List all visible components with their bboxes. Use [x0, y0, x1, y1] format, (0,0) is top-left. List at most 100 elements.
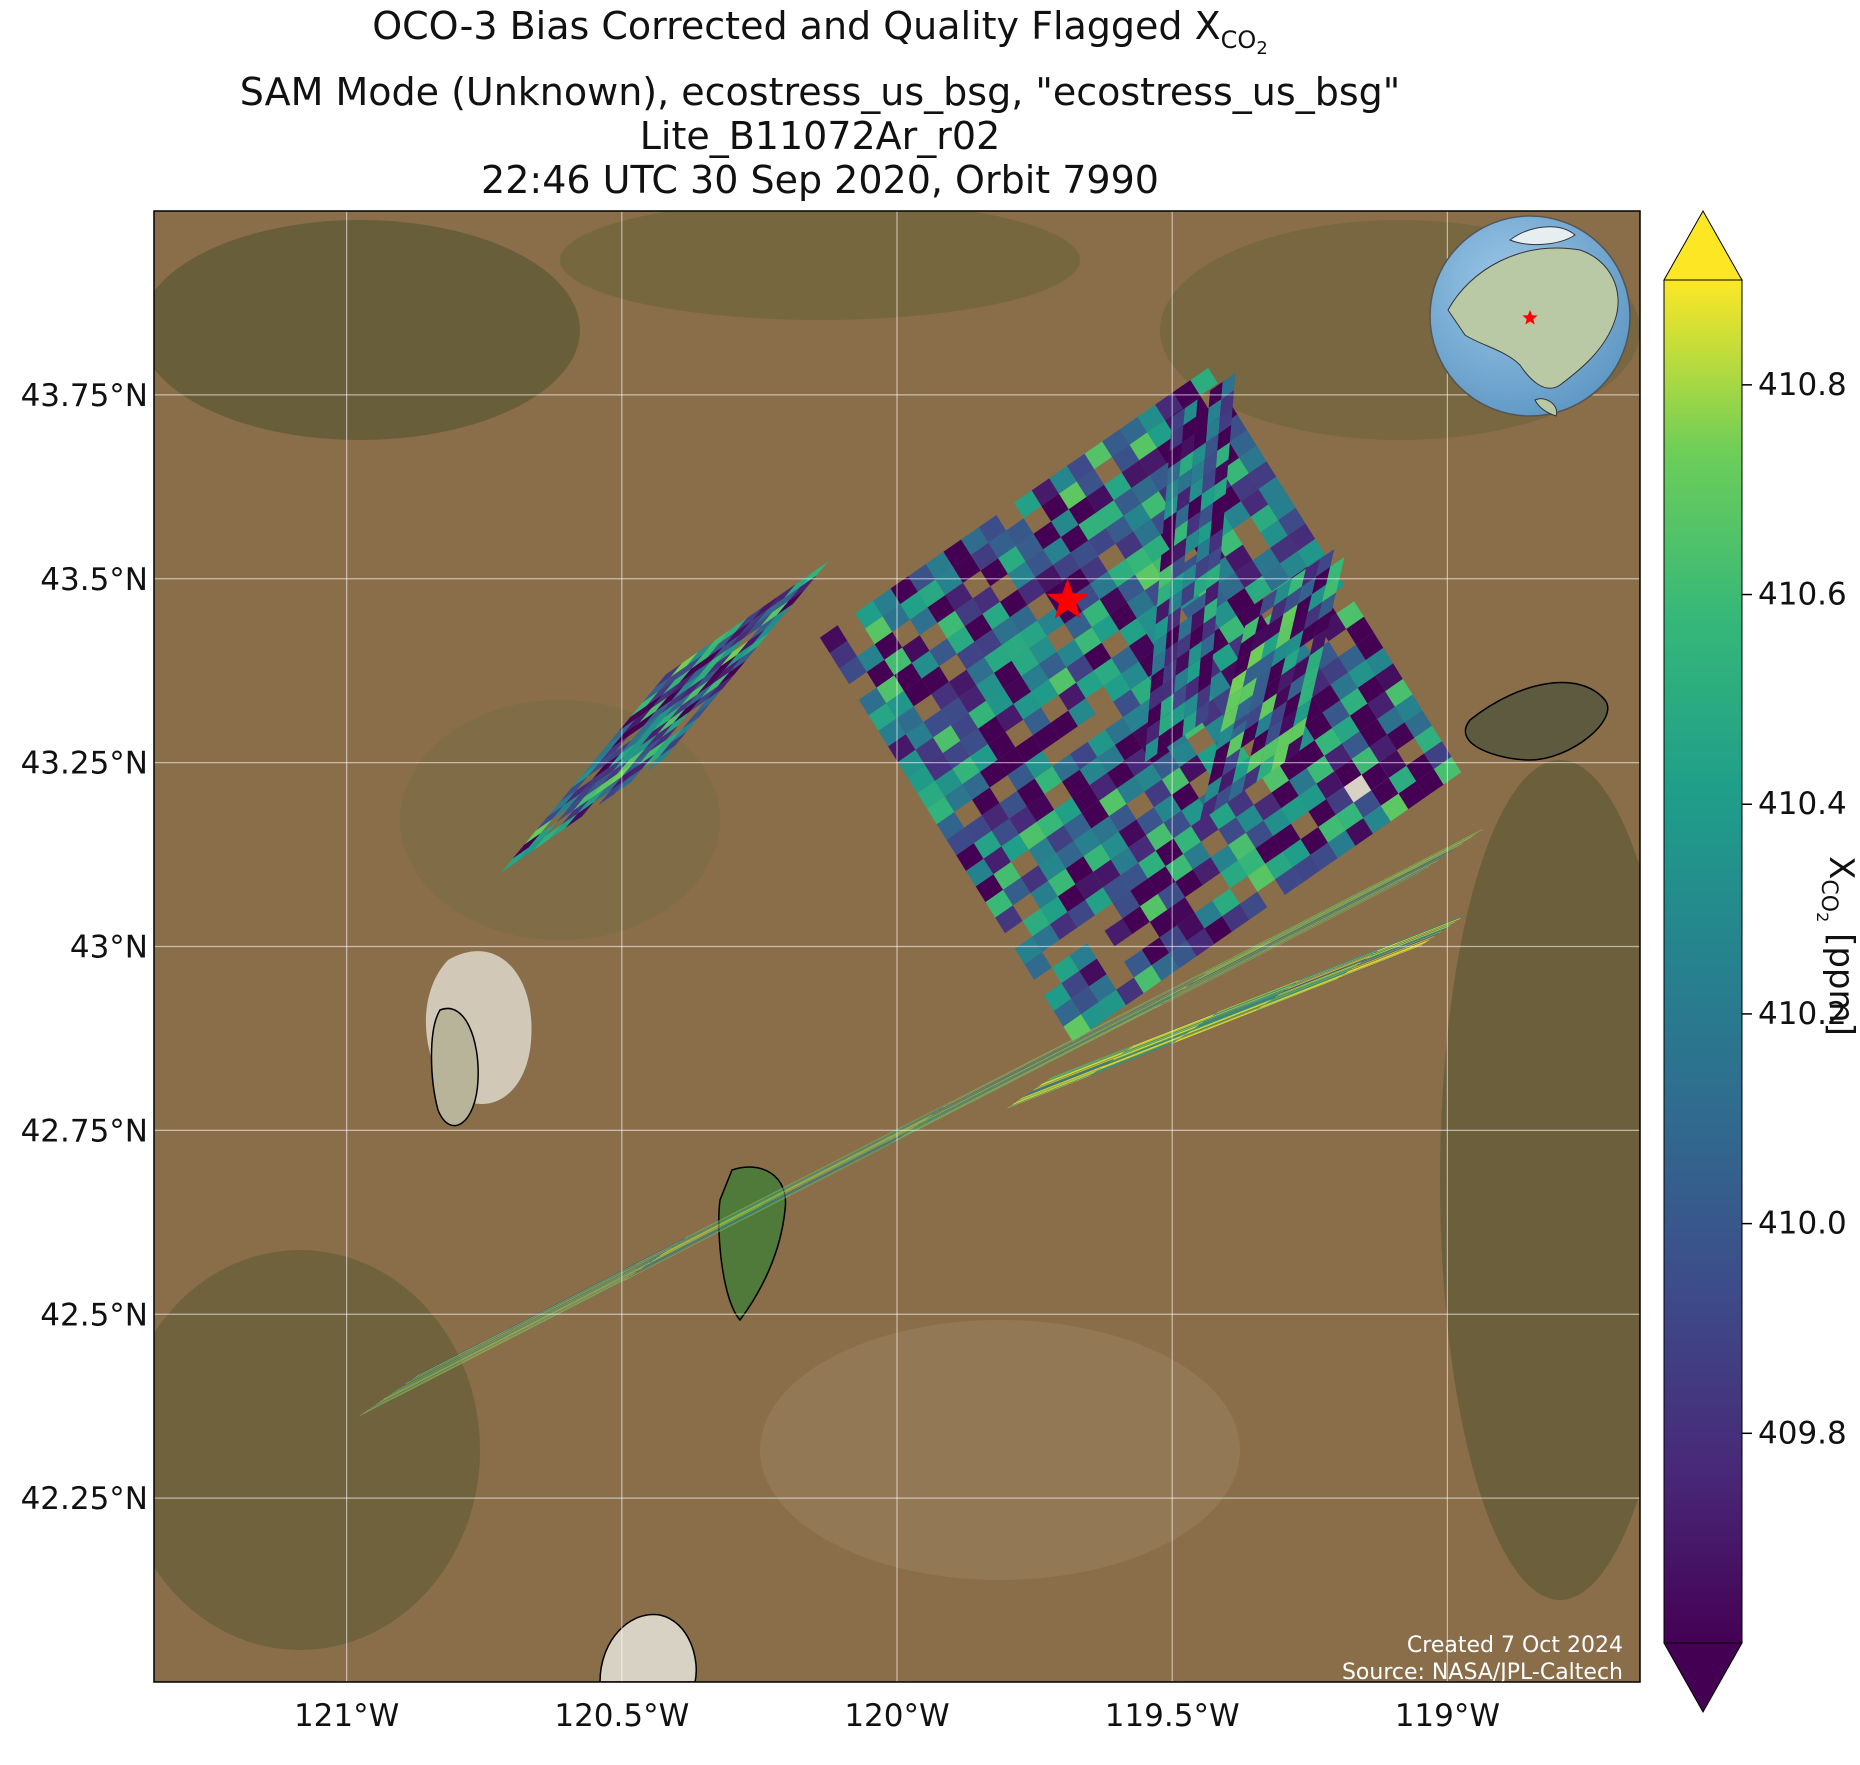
xco2-sounding	[917, 780, 945, 809]
xco2-sounding	[1277, 962, 1362, 996]
xco2-sounding	[389, 1258, 656, 1396]
xco2-sounding	[1016, 1068, 1101, 1102]
xco2-sounding	[1342, 731, 1370, 760]
xco2-sounding	[674, 1108, 942, 1246]
xco2-sounding	[739, 609, 768, 635]
xco2-sounding	[623, 708, 652, 734]
xco2-sounding	[1348, 660, 1376, 688]
xco2-sounding	[1318, 814, 1346, 843]
xco2-sounding	[1283, 957, 1368, 992]
xco2-sounding	[1127, 1016, 1212, 1050]
xco2-sounding	[1241, 616, 1260, 644]
xco2-sounding	[1123, 503, 1151, 532]
xco2-sounding	[1113, 689, 1141, 718]
xco2-sounding	[1174, 667, 1189, 694]
xco2-sounding	[1147, 866, 1176, 894]
xco2-sounding	[970, 744, 998, 772]
xco2-sounding	[404, 1247, 671, 1385]
xco2-sounding	[1371, 778, 1399, 806]
xco2-sounding	[1295, 949, 1380, 983]
xco2-sounding	[1149, 909, 1178, 938]
xco2-sounding	[1003, 877, 1031, 906]
xco2-sounding	[1264, 718, 1283, 747]
xco2-sounding	[1206, 416, 1220, 443]
xco2-sounding	[1328, 830, 1356, 859]
xco2-sounding	[1168, 862, 1436, 999]
xco2-sounding	[1268, 492, 1296, 521]
xco2-sounding	[635, 1135, 903, 1273]
title-line-1: OCO-3 Bias Corrected and Quality Flagged…	[372, 4, 1268, 59]
xco2-sounding	[1057, 884, 1086, 912]
xco2-sounding	[1008, 1073, 1093, 1108]
xco2-sounding	[382, 1263, 650, 1400]
xco2-sounding	[1181, 853, 1448, 991]
xco2-sounding	[913, 991, 1180, 1129]
colorbar: 409.8 410.0 410.2 410.4 410.6 410.8 XCO2 [ppm…	[1663, 209, 1860, 1714]
xco2-sounding	[1127, 590, 1155, 619]
xco2-sounding	[1177, 468, 1192, 495]
xco2-sounding	[914, 990, 1182, 1127]
xco2-sounding	[1290, 952, 1375, 987]
xco2-sounding	[1195, 554, 1209, 581]
xco2-sounding	[1104, 472, 1132, 501]
xco2-sounding	[636, 717, 665, 743]
xco2-sounding	[1155, 598, 1170, 625]
xco2-sounding	[1136, 807, 1164, 836]
xco2-sounding	[682, 1103, 950, 1240]
xco2-sounding	[919, 987, 1186, 1124]
xco2-sounding	[767, 584, 796, 610]
xco2-sounding	[1159, 868, 1427, 1006]
xco2-sounding	[559, 776, 588, 802]
xco2-sounding	[1353, 790, 1381, 819]
xco2-sounding	[681, 1103, 949, 1241]
xco2-sounding	[386, 1260, 653, 1398]
xco2-sounding	[947, 626, 975, 655]
xco2-sounding	[1007, 1074, 1092, 1109]
xco2-sounding	[1123, 705, 1151, 733]
xco2-sounding	[652, 705, 681, 732]
xco2-sounding	[1129, 432, 1157, 461]
xco2-sounding	[1281, 647, 1300, 676]
xco2-sounding	[1292, 854, 1321, 883]
xco2-sounding	[1271, 966, 1356, 1000]
xco2-sounding	[606, 719, 635, 746]
xco2-sounding	[1278, 507, 1306, 536]
xco2-sounding	[1085, 887, 1113, 916]
xco2-sounding	[1358, 930, 1443, 965]
xco2-sounding	[1034, 766, 1063, 795]
xco2-sounding	[1298, 783, 1327, 812]
xco2-sounding	[1292, 951, 1377, 986]
xco2-sounding	[1369, 734, 1397, 763]
xco2-sounding	[1221, 457, 1249, 486]
xco2-sounding	[713, 657, 742, 684]
xco2-sounding	[1007, 561, 1036, 590]
xco2-sounding	[1169, 719, 1184, 746]
xco2-sounding	[1029, 636, 1057, 664]
xco2-sounding	[646, 1128, 914, 1265]
xco2-sounding	[946, 968, 1213, 1105]
xco2-sounding	[1037, 1054, 1122, 1088]
xco2-sounding	[918, 987, 1185, 1125]
xco2-sounding	[1190, 459, 1205, 486]
xco2-sounding	[1038, 853, 1066, 881]
xco2-sounding	[1188, 848, 1456, 986]
xco2-sounding	[1248, 461, 1277, 489]
xco2-sounding	[1161, 767, 1190, 795]
xco2-sounding	[1186, 928, 1215, 957]
xco2-sounding	[1193, 845, 1460, 982]
xco2-sounding	[1000, 589, 1028, 618]
xco2-sounding	[1189, 847, 1456, 985]
xco2-sounding	[1078, 512, 1106, 541]
xco2-sounding	[528, 822, 557, 848]
xco2-sounding	[403, 1248, 671, 1386]
xco2-sounding	[1024, 952, 1052, 980]
xco2-sounding	[645, 1128, 913, 1266]
colorbar-extend-min	[1663, 1642, 1743, 1714]
xco2-sounding	[1163, 494, 1178, 521]
xco2-sounding	[1346, 939, 1431, 973]
xco2-sounding	[895, 1004, 1162, 1141]
xco2-sounding	[671, 1110, 939, 1248]
xco2-sounding	[1214, 459, 1229, 486]
xco2-sounding	[945, 582, 973, 611]
colorbar-label: XCO2 [ppm]	[1813, 856, 1860, 1036]
